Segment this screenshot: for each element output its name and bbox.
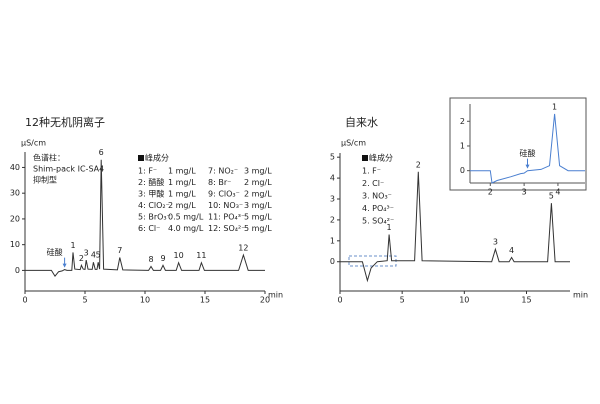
x-tick-label: 4	[555, 188, 560, 197]
chart-title: 12种无机阴离子	[25, 115, 105, 129]
y-axis-label: μS/cm	[21, 139, 46, 148]
peak-label: 3	[84, 249, 89, 258]
component-conc: 2 mg/L	[244, 178, 272, 187]
x-tick-label: 0	[22, 296, 27, 305]
component-name: 11: PO₄³⁻	[208, 213, 245, 222]
y-tick-label: 5	[330, 153, 335, 162]
y-tick-label: 30	[10, 189, 20, 198]
component-conc: 1 mg/L	[168, 178, 196, 187]
peak-label: 12	[238, 243, 248, 252]
y-tick-label: 0	[15, 266, 20, 275]
x-tick-label: 0	[337, 296, 342, 305]
x-tick-label: 2	[488, 188, 493, 197]
component-name: 6: Cl⁻	[138, 224, 160, 233]
peak-label: 8	[148, 255, 153, 264]
legend-title: 峰成分	[369, 153, 393, 163]
component-name: 12: SO₄²⁻	[208, 224, 245, 233]
peak-label: 6	[99, 148, 104, 157]
peak-label: 10	[174, 251, 184, 260]
legend-square	[362, 155, 368, 161]
component-name: 3: 甲酸	[138, 189, 164, 199]
trace	[340, 171, 570, 283]
y-tick-label: 2	[460, 117, 465, 126]
peak-label: 5	[96, 251, 101, 260]
annotation: 硅酸	[520, 148, 536, 158]
trace	[25, 159, 265, 277]
peak-label: 5	[549, 192, 554, 201]
component-name: 1. F⁻	[362, 167, 381, 176]
arrow-head	[525, 164, 530, 169]
x-tick-label: 10	[459, 296, 469, 305]
legend-title: 峰成分	[145, 153, 169, 163]
y-axis-label: μS/cm	[341, 139, 366, 148]
component-conc: 3 mg/L	[244, 167, 272, 176]
peak-label: 1	[552, 102, 557, 111]
x-tick-label: 15	[200, 296, 210, 305]
y-tick-label: 4	[330, 174, 335, 183]
component-name: 5. SO₄²⁻	[362, 217, 394, 226]
x-tick-label: 10	[140, 296, 150, 305]
peak-label: 4	[91, 251, 96, 260]
peak-label: 4	[509, 246, 514, 255]
column-info: 抑制型	[33, 175, 57, 185]
y-tick-label: 1	[460, 141, 465, 150]
component-name: 4: ClO₂⁻	[138, 201, 170, 210]
component-conc: 2 mg/L	[244, 190, 272, 199]
x-tick-label: 5	[400, 296, 405, 305]
annotation: 硅酸	[47, 247, 63, 257]
component-conc: 1 mg/L	[168, 190, 196, 199]
peak-label: 1	[70, 241, 75, 250]
chart-title: 自来水	[345, 116, 378, 129]
arrow-head	[62, 263, 67, 268]
y-tick-label: 20	[10, 214, 20, 223]
component-name: 4. PO₄³⁻	[362, 204, 394, 213]
peak-label: 2	[416, 160, 421, 169]
peak-label: 11	[196, 251, 206, 260]
column-info: 色谱柱：	[33, 153, 65, 163]
peak-label: 3	[493, 238, 498, 247]
component-conc: 4.0 mg/L	[168, 224, 204, 233]
y-tick-label: 40	[10, 163, 20, 172]
x-tick-label: 3	[522, 188, 527, 197]
y-tick-label: 2	[330, 215, 335, 224]
component-name: 7: NO₂⁻	[208, 167, 238, 176]
trace	[470, 113, 585, 184]
y-tick-label: 10	[10, 240, 20, 249]
component-conc: 2 mg/L	[168, 201, 196, 210]
component-conc: 5 mg/L	[244, 213, 272, 222]
legend-square	[138, 155, 144, 161]
y-tick-label: 3	[330, 195, 335, 204]
component-conc: 1 mg/L	[168, 167, 196, 176]
component-name: 2: 醋酸	[138, 177, 164, 187]
component-name: 9: ClO₃⁻	[208, 190, 240, 199]
component-name: 10: NO₃⁻	[208, 201, 243, 210]
component-name: 3. NO₃⁻	[362, 192, 392, 201]
component-conc: 3 mg/L	[244, 201, 272, 210]
x-axis-label: min	[268, 291, 283, 300]
y-tick-label: 1	[330, 236, 335, 245]
component-name: 8: Br⁻	[208, 178, 231, 187]
component-conc: 5 mg/L	[244, 224, 272, 233]
x-axis-label: min	[573, 291, 588, 300]
column-info: Shim-pack IC-SA4	[33, 165, 104, 174]
peak-label: 7	[117, 246, 122, 255]
zoom-region	[348, 255, 397, 267]
component-name: 1: F⁻	[138, 167, 157, 176]
peak-label: 1	[387, 223, 392, 232]
component-name: 2. Cl⁻	[362, 179, 384, 188]
peak-label: 9	[160, 254, 165, 263]
component-conc: 0.5 mg/L	[168, 213, 204, 222]
x-tick-label: 20	[260, 296, 270, 305]
y-tick-label: 0	[460, 166, 465, 175]
component-name: 5: BrO₃⁻	[138, 213, 171, 222]
x-tick-label: 5	[82, 296, 87, 305]
y-tick-label: 0	[330, 257, 335, 266]
x-tick-label: 15	[521, 296, 531, 305]
peak-label: 2	[79, 254, 84, 263]
